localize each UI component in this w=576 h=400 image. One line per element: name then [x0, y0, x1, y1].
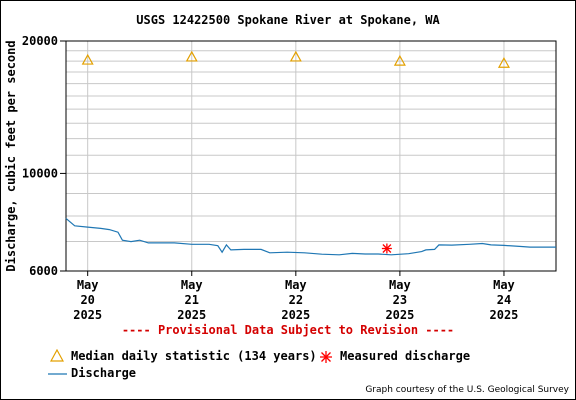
y-tick-label: 10000 [22, 166, 58, 180]
x-tick-label: May [493, 278, 515, 292]
median-point [81, 53, 94, 65]
chart-title: USGS 12422500 Spokane River at Spokane, … [136, 13, 440, 27]
x-tick-label: 2025 [73, 308, 102, 322]
provisional-notice: ---- Provisional Data Subject to Revisio… [121, 323, 455, 337]
x-tick-label: 2025 [385, 308, 414, 322]
x-tick-label: May [77, 278, 99, 292]
x-tick-label: 2025 [177, 308, 206, 322]
x-tick-label: May [181, 278, 203, 292]
x-tick-label: 21 [185, 293, 199, 307]
legend-triangle-icon [50, 349, 64, 362]
x-tick-label: 2025 [281, 308, 310, 322]
x-tick-label: 2025 [490, 308, 519, 322]
discharge-line [65, 217, 556, 256]
plot-border [65, 40, 557, 272]
median-point [393, 54, 406, 66]
x-tick-label: 24 [497, 293, 511, 307]
credit-text: Graph courtesy of the U.S. Geological Su… [365, 385, 569, 395]
median-point [185, 50, 198, 62]
plot-background [66, 41, 556, 271]
x-tick-label: May [285, 278, 307, 292]
legend-item-discharge: Discharge [71, 366, 137, 380]
y-tick-label: 20000 [22, 34, 58, 48]
legend-line-icon [48, 373, 67, 375]
x-tick-label: 20 [80, 293, 94, 307]
x-tick-label: May [389, 278, 411, 292]
x-tick-label: 23 [393, 293, 407, 307]
median-point [497, 57, 510, 68]
legend-item-median: Median daily statistic (134 years) [71, 349, 317, 363]
median-point [289, 50, 302, 62]
x-tick-label: 22 [289, 293, 303, 307]
legend-asterisk-icon [320, 351, 332, 363]
legend-item-measured: Measured discharge [340, 349, 471, 363]
y-tick-label: 6000 [29, 264, 58, 278]
measured-point [381, 243, 392, 254]
